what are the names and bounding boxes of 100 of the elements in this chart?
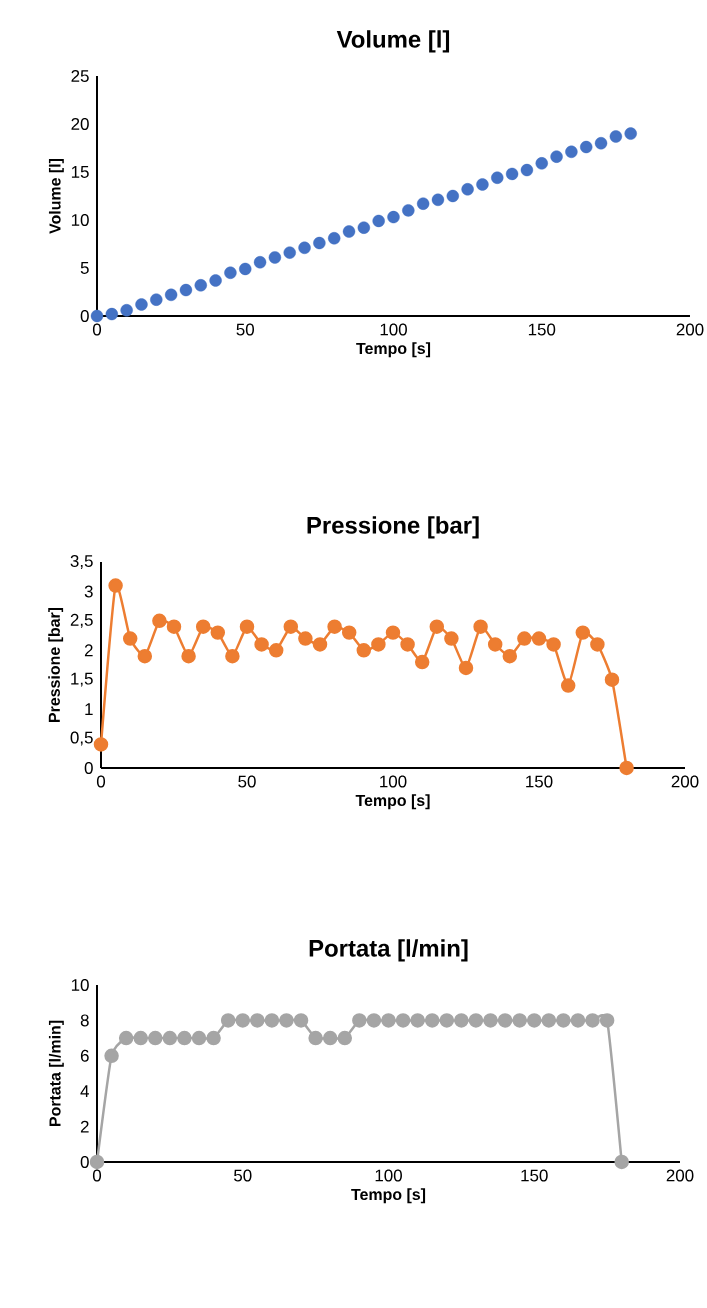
point — [279, 1013, 294, 1028]
point — [575, 625, 590, 640]
point — [579, 140, 593, 154]
point — [253, 256, 267, 269]
point — [589, 637, 605, 652]
point — [118, 1030, 134, 1046]
y-tick-label: 0 — [84, 761, 93, 774]
x-tick-label: 100 — [380, 323, 407, 336]
point — [297, 631, 313, 646]
point — [461, 183, 474, 196]
point — [609, 130, 622, 143]
point — [387, 210, 400, 224]
point — [541, 1013, 556, 1028]
point — [410, 1013, 425, 1028]
x-tick-label: 150 — [525, 775, 553, 788]
point — [381, 1013, 396, 1028]
point — [133, 1030, 148, 1046]
x-tick-label: 200 — [676, 323, 704, 336]
point — [162, 1030, 177, 1046]
point — [341, 625, 357, 640]
x-tick-label: 200 — [671, 775, 699, 788]
point — [502, 648, 517, 664]
point — [147, 1030, 163, 1046]
point — [298, 241, 311, 255]
point — [357, 221, 370, 234]
point — [624, 127, 637, 140]
point — [108, 578, 123, 593]
point — [512, 1013, 527, 1028]
point — [166, 619, 182, 634]
point — [614, 1154, 629, 1170]
y-tick-label: 1,5 — [71, 672, 93, 687]
point — [546, 637, 561, 652]
point — [483, 1013, 498, 1028]
point — [594, 136, 608, 150]
point — [370, 637, 386, 652]
y-tick-label: 2 — [80, 1120, 89, 1133]
x-tick-label: 100 — [375, 1169, 402, 1182]
point — [619, 760, 634, 776]
point — [468, 1013, 483, 1028]
point — [224, 648, 240, 664]
point — [181, 648, 196, 664]
point — [220, 1013, 236, 1028]
y-tick-label: 0 — [80, 309, 89, 322]
point — [564, 145, 578, 159]
x-axis-title: Tempo [s] — [350, 1188, 425, 1204]
point — [560, 678, 576, 693]
point — [520, 163, 533, 177]
point — [453, 1013, 469, 1028]
point — [238, 262, 252, 276]
x-axis-title: Tempo [s] — [355, 342, 430, 358]
point — [122, 631, 138, 646]
x-tick-label: 50 — [236, 323, 254, 336]
point — [372, 214, 385, 228]
point — [416, 197, 430, 210]
point — [209, 274, 222, 287]
point — [283, 619, 298, 634]
point — [195, 619, 211, 634]
point — [224, 266, 237, 279]
point — [327, 232, 341, 245]
y-axis-title: Pressione [bar] — [48, 607, 63, 722]
y-tick-label: 3 — [84, 585, 93, 598]
x-tick-label: 0 — [96, 775, 105, 788]
point — [395, 1013, 411, 1028]
point — [90, 309, 103, 323]
point — [151, 613, 167, 629]
point — [179, 283, 192, 297]
y-tick-label: 0 — [80, 1155, 89, 1168]
point — [308, 1030, 323, 1046]
y-tick-label: 8 — [80, 1014, 89, 1027]
point — [105, 307, 118, 321]
point — [476, 178, 489, 191]
point — [535, 157, 548, 170]
point — [526, 1013, 542, 1028]
point — [254, 637, 269, 652]
y-tick-label: 10 — [71, 214, 89, 226]
point — [599, 1013, 615, 1028]
y-tick-label: 0,5 — [70, 731, 93, 746]
point — [312, 236, 326, 250]
point — [322, 1030, 338, 1046]
chart-title: Portata [l/min] — [309, 939, 468, 962]
point — [194, 279, 207, 292]
point — [137, 648, 152, 664]
point — [497, 1013, 513, 1028]
x-tick-label: 0 — [92, 1169, 101, 1182]
point — [604, 672, 620, 687]
y-tick-label: 15 — [71, 166, 89, 178]
y-tick-label: 3,5 — [70, 554, 93, 569]
point — [93, 737, 109, 752]
point — [531, 631, 547, 646]
x-tick-label: 100 — [379, 775, 407, 788]
point — [149, 293, 163, 306]
point — [342, 225, 355, 238]
point — [293, 1013, 309, 1028]
point — [585, 1013, 600, 1028]
point — [424, 1013, 440, 1028]
point — [505, 167, 519, 181]
x-tick-label: 50 — [238, 775, 256, 788]
point — [473, 619, 488, 634]
point — [206, 1030, 221, 1046]
point — [431, 193, 444, 207]
